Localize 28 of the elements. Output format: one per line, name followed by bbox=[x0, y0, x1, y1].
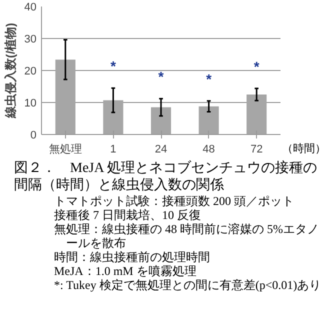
data-label: * bbox=[254, 58, 260, 74]
text: 図２． MeJA 処理とネコブセンチュウの接種の間隔（時間）と線虫侵入数の関係 bbox=[13, 160, 318, 194]
bar bbox=[150, 107, 172, 134]
text: トマトポット試験：接種頭数 200 頭／ポット bbox=[53, 194, 295, 208]
y-tick-label: 20 bbox=[24, 66, 37, 78]
y-axis-title: 線虫侵入数(/植物) bbox=[3, 22, 18, 120]
y-tick-label: 0 bbox=[30, 130, 37, 142]
x-tick-label: 24 bbox=[154, 144, 168, 156]
data-label: * bbox=[206, 70, 212, 87]
bar bbox=[246, 94, 267, 134]
text: MeJA：1.0 mM を噴霧処理 bbox=[53, 264, 198, 278]
data-label: * bbox=[158, 68, 164, 85]
y-tick-label: 30 bbox=[24, 34, 37, 46]
text: *: Tukey 検定で無処理との間に有意差(p<0.01)あり bbox=[53, 278, 322, 292]
x-tick-label: 48 bbox=[202, 144, 215, 156]
x-tick-label: 72 bbox=[250, 144, 263, 156]
x-tick-label: 無処理 bbox=[48, 144, 82, 156]
text: 接種後 7 日間栽培、10 反復 bbox=[53, 208, 202, 222]
data-label: * bbox=[110, 58, 116, 74]
text: 時間：線虫接種前の処理時間 bbox=[53, 250, 211, 264]
bar bbox=[198, 106, 219, 134]
x-tick-label: 1 bbox=[110, 144, 116, 156]
text: 無処理：線虫接種の 48 時間前に溶媒の 5%エタノールを散布 bbox=[53, 222, 320, 250]
bar bbox=[55, 60, 76, 134]
x-axis-title: （時間） bbox=[282, 142, 326, 157]
y-tick-label: 40 bbox=[24, 2, 37, 14]
bar bbox=[103, 100, 124, 134]
y-tick-label: 10 bbox=[24, 98, 37, 110]
